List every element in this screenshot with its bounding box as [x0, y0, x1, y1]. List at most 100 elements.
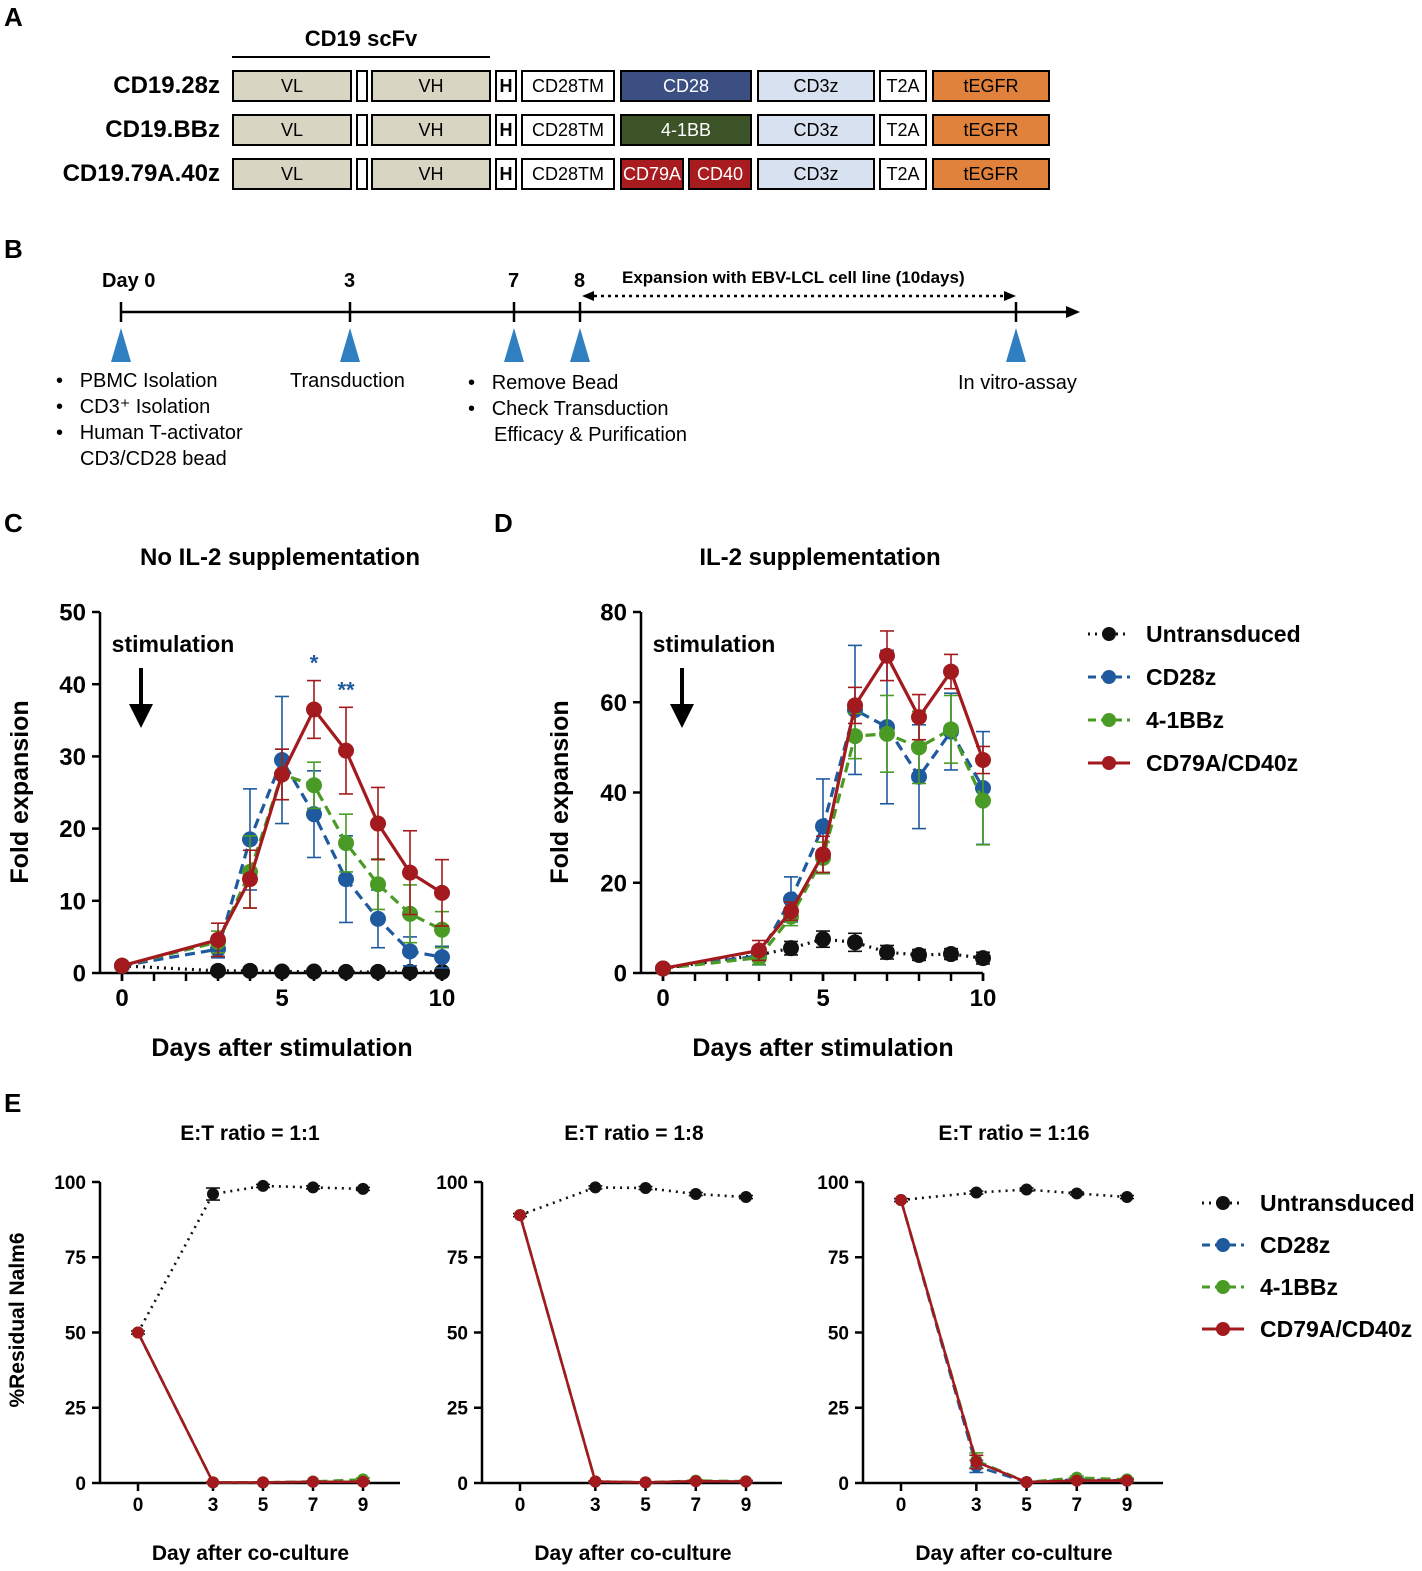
y-tick-label: 50 — [447, 1323, 468, 1344]
y-tick-label: 0 — [838, 1474, 849, 1495]
data-point-cd28z — [257, 1476, 269, 1489]
data-point-untransduced — [210, 962, 226, 979]
data-point-cd79a-cd40z — [132, 1326, 144, 1339]
data-point-cd79a-cd40z — [114, 957, 130, 974]
segment-hinge: H — [495, 158, 517, 190]
data-point-cd79a-cd40z — [689, 1475, 702, 1488]
data-point-4-1bbz — [307, 1475, 319, 1488]
expansion-arrow-right — [1004, 291, 1016, 301]
data-point-untransduced — [975, 950, 991, 967]
data-point-untransduced — [847, 934, 863, 951]
significance-mark: ** — [337, 677, 355, 702]
data-point-cd28z — [1121, 1474, 1133, 1487]
panel-label-c: C — [4, 508, 23, 538]
data-point-cd28z — [847, 701, 863, 718]
data-point-cd28z — [514, 1209, 526, 1222]
legend-label-cd28z: CD28z — [1260, 1232, 1330, 1258]
data-point-4-1bbz — [689, 1474, 702, 1487]
data-point-4-1bbz — [815, 849, 831, 866]
segment-vl: VL — [232, 114, 352, 146]
data-point-4-1bbz — [751, 949, 767, 966]
data-point-4-1bbz — [434, 921, 450, 938]
bullet: • — [56, 396, 64, 418]
data-point-4-1bbz — [357, 1473, 369, 1486]
data-point-untransduced — [943, 946, 959, 963]
legend-label-untransduced: Untransduced — [1146, 621, 1301, 647]
y-tick-label: 25 — [447, 1399, 469, 1420]
bullet: • — [56, 370, 64, 392]
data-point-4-1bbz — [943, 721, 959, 738]
data-point-cd79a-cd40z — [1121, 1474, 1133, 1487]
y-tick-label: 0 — [614, 961, 627, 988]
data-point-cd28z — [589, 1475, 602, 1488]
note: Human T-activator — [79, 422, 243, 444]
x-tick-label: 10 — [970, 985, 997, 1012]
data-point-untransduced — [274, 963, 290, 980]
data-point-cd79a-cd40z — [639, 1476, 652, 1489]
data-point-untransduced — [1020, 1183, 1033, 1196]
data-point-cd79a-cd40z — [943, 663, 959, 680]
series-line-4-1bbz — [518, 1214, 747, 1484]
segment-vh: VH — [371, 114, 491, 146]
note: CD3⁺ Isolation — [79, 396, 211, 418]
data-point-4-1bbz — [783, 908, 799, 925]
data-point-untransduced — [338, 963, 354, 980]
y-tick-label: 25 — [828, 1399, 850, 1420]
data-point-untransduced — [207, 1188, 219, 1201]
panel-label-a: A — [4, 2, 23, 32]
series-line-4-1bbz — [121, 772, 443, 968]
data-point-4-1bbz — [114, 957, 130, 974]
y-tick-label: 20 — [600, 870, 627, 897]
data-point-cd28z — [338, 871, 354, 888]
data-point-untransduced — [357, 1182, 369, 1195]
data-point-cd79a-cd40z — [1020, 1476, 1033, 1489]
data-point-cd79a-cd40z — [338, 742, 354, 759]
data-point-untransduced — [815, 931, 831, 948]
series-line-cd28z — [121, 756, 443, 968]
series-line-4-1bbz — [899, 1199, 1128, 1484]
data-point-untransduced — [751, 946, 767, 963]
x-tick-label: 5 — [258, 1495, 269, 1516]
data-point-cd28z — [402, 943, 418, 960]
series-line-untransduced — [121, 964, 442, 974]
data-point-untransduced — [639, 1182, 652, 1195]
x-tick-label: 10 — [429, 985, 456, 1012]
y-tick-label: 100 — [436, 1173, 468, 1194]
data-point-4-1bbz — [402, 905, 418, 922]
construct-diagram: CD19 scFv CD19.28z VL VH H CD28TM CD28 C… — [0, 0, 1080, 200]
data-point-4-1bbz — [338, 835, 354, 852]
y-tick-label: 0 — [457, 1474, 468, 1495]
expansion-arrow-left — [582, 291, 594, 301]
y-tick-label: 50 — [59, 600, 86, 627]
timeline-tick-day0: Day 0 — [102, 270, 156, 292]
data-point-cd79a-cd40z — [207, 1476, 219, 1489]
data-point-cd79a-cd40z — [242, 871, 258, 888]
data-point-untransduced — [911, 946, 927, 963]
timeline-marker-day3 — [340, 328, 360, 362]
data-point-cd79a-cd40z — [751, 942, 767, 959]
scfv-label: CD19 scFv — [304, 26, 418, 51]
segment-vl: VL — [232, 158, 352, 190]
x-tick-label: 3 — [208, 1495, 219, 1516]
data-point-cd28z — [751, 947, 767, 964]
data-point-cd28z — [210, 941, 226, 958]
timeline-marker-day7 — [504, 328, 524, 362]
note: CD3/CD28 bead — [80, 448, 227, 470]
y-tick-label: 0 — [73, 961, 86, 988]
legend-marker-untransduced — [1216, 1196, 1230, 1210]
segment-linker — [356, 70, 368, 102]
segment-cd28: CD28 — [620, 70, 752, 102]
data-point-4-1bbz — [1121, 1473, 1133, 1486]
data-point-cd79a-cd40z — [740, 1475, 752, 1488]
segment-cd28tm: CD28TM — [521, 114, 615, 146]
note: Check Transduction — [491, 398, 669, 420]
chart-title-e1: E:T ratio = 1:1 — [180, 1122, 320, 1145]
data-point-4-1bbz — [639, 1476, 652, 1489]
data-point-cd28z — [943, 723, 959, 740]
data-point-cd79a-cd40z — [402, 864, 418, 881]
legend-label-cd28z: CD28z — [1146, 664, 1216, 690]
y-axis-label: %Residual Nalm6 — [6, 1232, 29, 1407]
timeline: Day 0 3 7 8 Expansion with EBV-LCL cell … — [0, 240, 1120, 480]
series-line-cd79a-cd40z — [662, 652, 985, 971]
x-tick-label: 5 — [640, 1495, 651, 1516]
